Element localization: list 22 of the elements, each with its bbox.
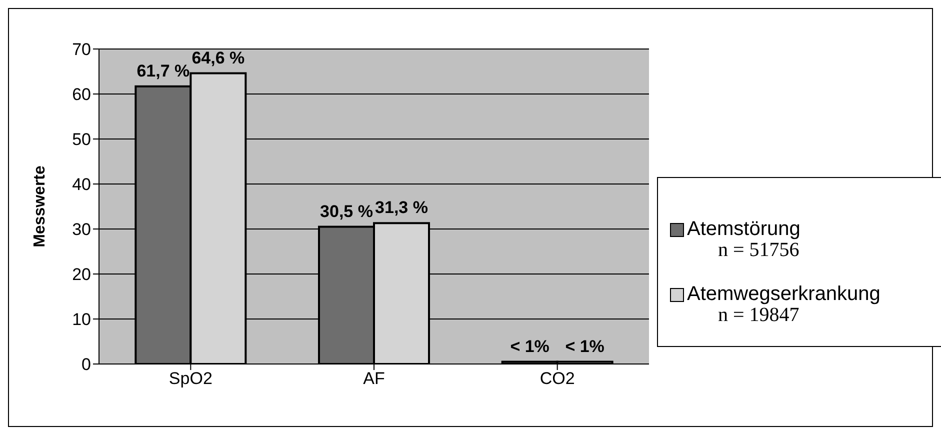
- y-axis-title: Messwerte: [32, 165, 49, 248]
- y-tick-label: 10: [72, 310, 91, 330]
- x-tick-label: SpO2: [168, 369, 212, 388]
- legend-label: Atemstörung: [686, 218, 802, 241]
- legend-label: Atemwegserkrankung: [686, 283, 882, 306]
- data-label: < 1%: [565, 336, 604, 356]
- data-label: 64,6 %: [192, 48, 245, 68]
- data-label: < 1%: [510, 336, 550, 356]
- data-label: 31,3 %: [375, 198, 428, 218]
- x-tick-label: CO2: [540, 369, 575, 388]
- y-tick-label: 40: [72, 175, 91, 194]
- y-tick-label: 0: [82, 355, 91, 374]
- text: n = 51756: [718, 239, 800, 261]
- data-label: 61,7 %: [136, 61, 190, 80]
- data-label: 30,5 %: [320, 202, 373, 221]
- y-tick-label: 30: [72, 220, 91, 240]
- y-tick-label: 70: [72, 40, 91, 60]
- y-tick-label: 20: [72, 265, 91, 284]
- y-tick-label: 50: [72, 130, 91, 150]
- y-tick-label: 60: [72, 85, 91, 104]
- x-tick-label: AF: [363, 369, 385, 388]
- text: n = 19847: [718, 304, 800, 326]
